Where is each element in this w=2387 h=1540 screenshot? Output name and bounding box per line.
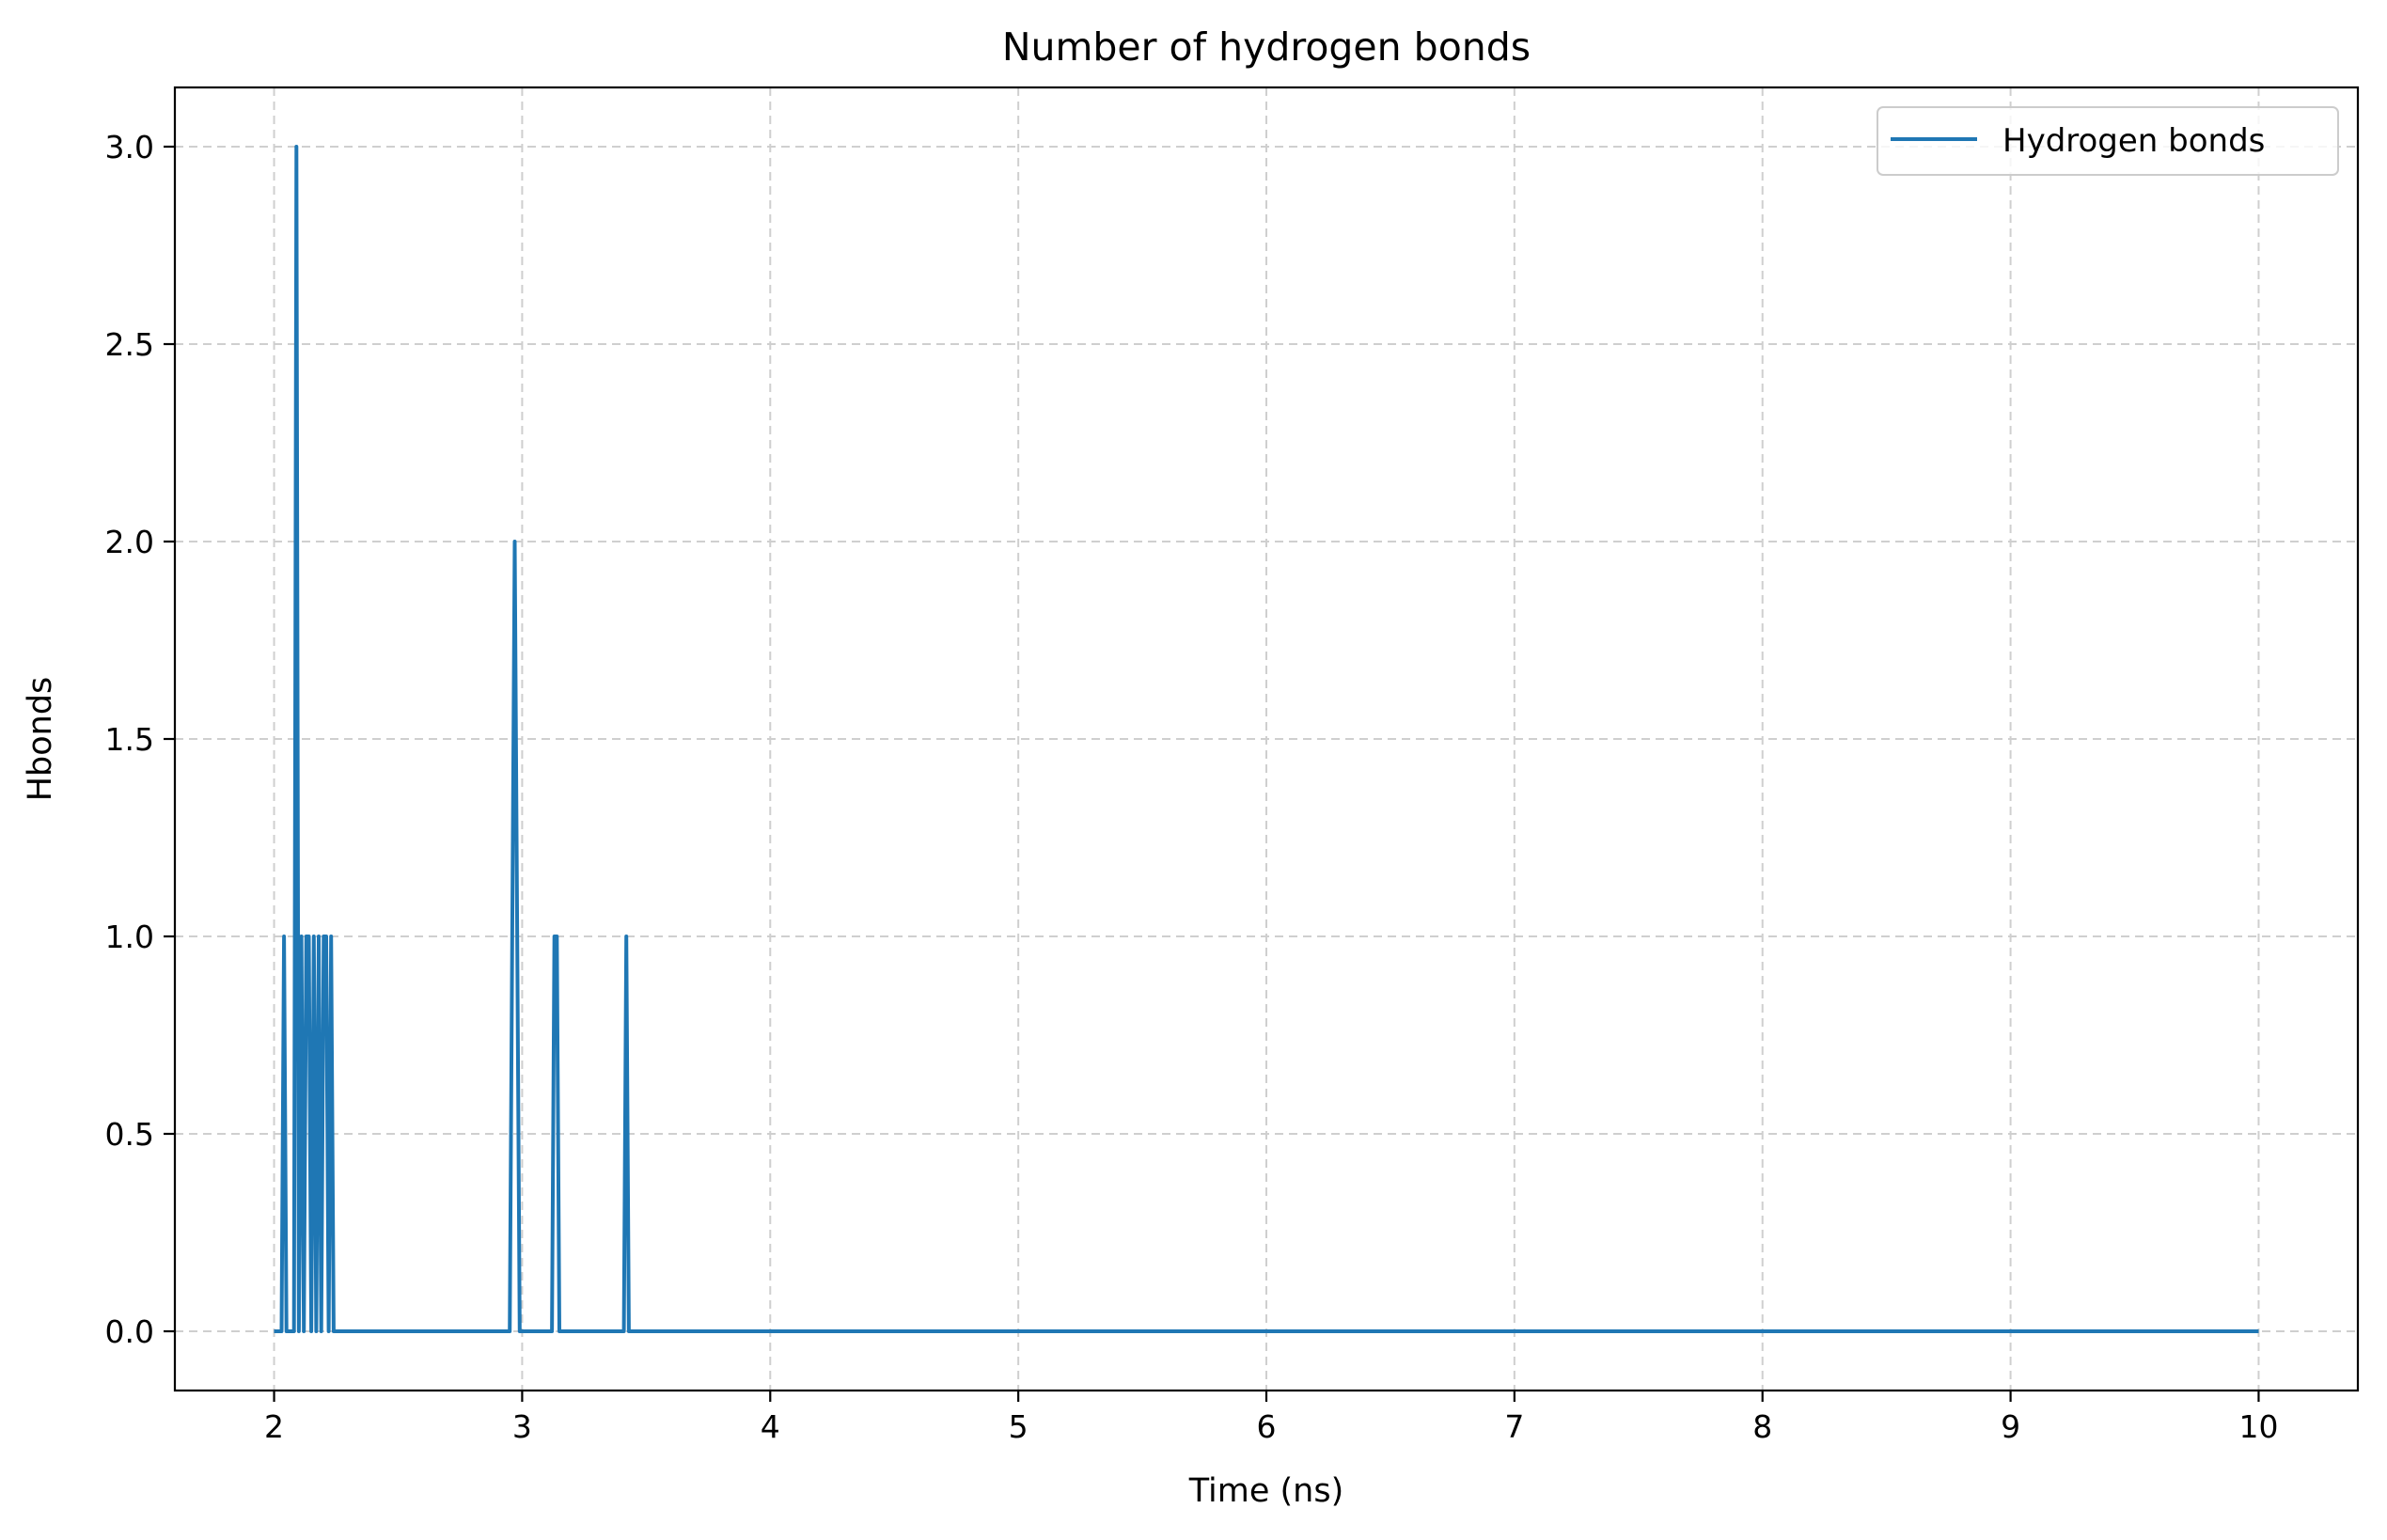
chart-title: Number of hydrogen bonds [1002,24,1531,70]
x-tick-label: 7 [1504,1408,1524,1445]
series-line-hydrogen-bonds [274,145,2259,1333]
x-axis-label: Time (ns) [1188,1472,1344,1510]
x-tick-label: 4 [761,1408,780,1445]
x-tick-label: 2 [264,1408,284,1445]
x-tick-label: 9 [2001,1408,2020,1445]
x-tick-label: 6 [1257,1408,1277,1445]
x-tick-label: 10 [2238,1408,2278,1445]
y-tick-label: 1.0 [105,919,154,955]
legend-box [1877,106,2339,176]
y-tick-label: 3.0 [105,129,154,165]
y-tick-label: 1.5 [105,721,154,758]
series-layer [274,145,2259,1333]
y-tick-label: 2.0 [105,524,154,560]
y-axis-label: Hbonds [22,677,59,802]
x-tick-label: 8 [1752,1408,1772,1445]
legend-entry-hydrogen-bonds: Hydrogen bonds [2002,122,2265,160]
y-tick-label: 2.5 [105,326,154,363]
y-tick-label: 0.0 [105,1313,154,1350]
y-tick-label: 0.5 [105,1116,154,1153]
x-tick-label: 3 [512,1408,532,1445]
y-axis: 0.0 0.5 1.0 1.5 2.0 2.5 3.0 [105,129,175,1350]
x-axis: 2 3 4 5 6 7 8 9 10 [264,1391,2278,1445]
legend: Hydrogen bonds [1877,106,2339,176]
x-tick-label: 5 [1009,1408,1029,1445]
